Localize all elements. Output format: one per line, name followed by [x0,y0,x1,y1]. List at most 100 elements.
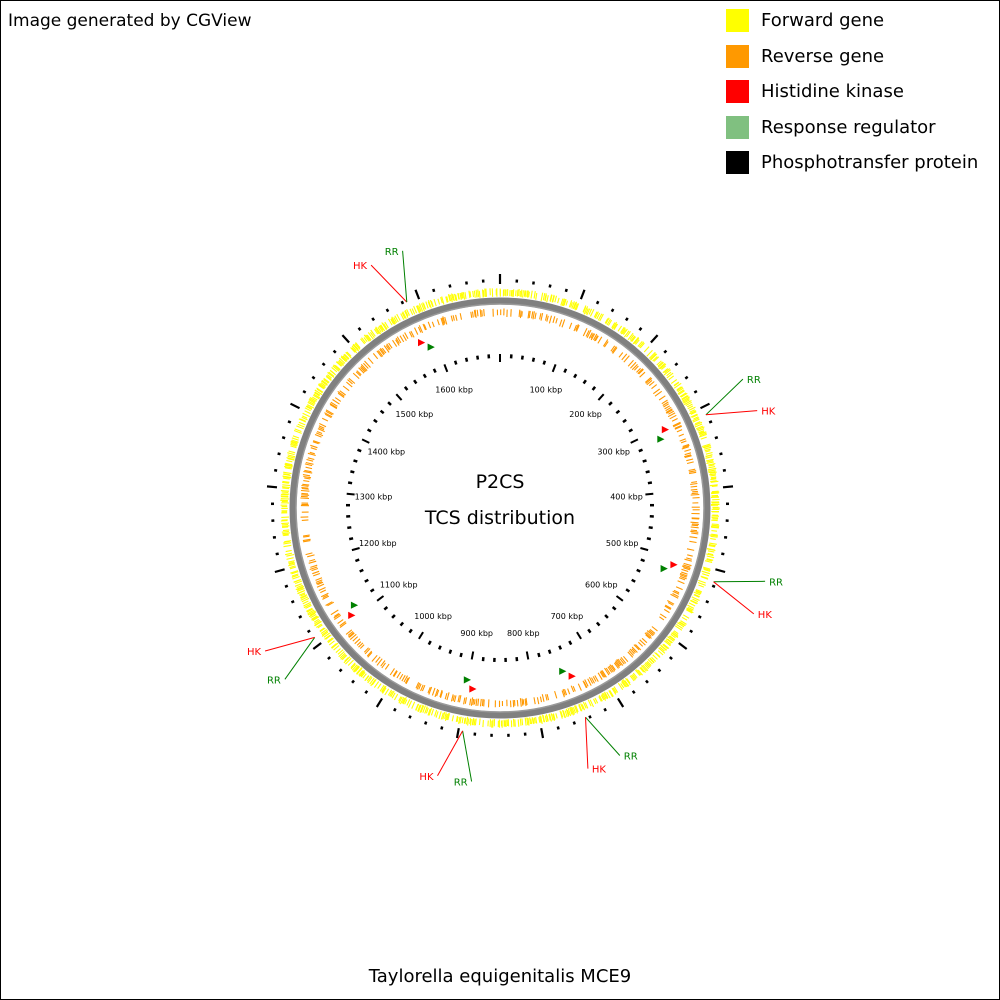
inner-tick [408,628,413,634]
forward-gene [694,421,701,425]
reverse-gene [405,676,411,685]
forward-gene [452,293,455,302]
forward-gene [433,298,437,307]
forward-gene [710,474,716,477]
forward-gene [570,706,575,716]
reverse-gene [305,552,313,556]
forward-gene [646,349,653,357]
reverse-gene [366,650,373,657]
forward-gene [300,594,308,599]
reverse-gene [302,483,310,486]
inner-tick [646,537,652,541]
reverse-gene [360,365,367,372]
forward-gene [647,659,653,665]
forward-gene [288,561,295,565]
forward-gene [383,323,388,330]
forward-gene [312,396,318,401]
reverse-gene [644,632,652,639]
reverse-gene [301,494,310,496]
forward-gene [346,351,352,357]
forward-gene [320,382,326,387]
reverse-gene [364,648,371,655]
reverse-gene [309,558,316,562]
reverse-gene [691,524,699,527]
inner-tick [361,438,370,444]
forward-gene [393,693,399,701]
outer-tick [321,362,326,367]
forward-gene [282,475,292,478]
outer-tick [424,721,428,725]
hk-callout-label: HK [353,261,368,272]
forward-gene [379,684,385,692]
reverse-gene [481,698,484,707]
reverse-gene [665,408,673,413]
forward-gene [562,710,567,718]
forward-gene [683,614,690,619]
rr-callout-label: RR [454,778,468,789]
forward-gene [587,699,592,707]
reverse-gene [683,562,692,567]
reverse-gene [627,651,634,658]
forward-gene [559,710,563,719]
reverse-gene [646,631,652,637]
tcs-callouts: HK RR RR HK RR HK RR HK RR HK RR HK [247,247,783,789]
outer-tick [414,289,421,300]
forward-gene [398,696,403,704]
reverse-gene [684,455,692,459]
reverse-gene [303,480,310,483]
inner-tick [615,595,624,602]
forward-gene [284,540,292,543]
reverse-gene [621,353,628,361]
forward-gene [469,291,472,298]
inner-tick [563,368,568,374]
forward-gene [283,534,289,537]
reverse-gene [442,316,446,324]
forward-gene [643,346,650,353]
forward-gene [336,361,343,367]
reverse-gene [404,677,409,684]
forward-gene [564,710,568,718]
forward-gene [514,719,516,727]
inner-tick [537,652,541,658]
reverse-gene [483,699,485,707]
forward-gene [542,292,546,301]
forward-gene [555,713,558,719]
forward-gene [282,486,290,489]
forward-gene [604,318,609,324]
reverse-gene [561,319,566,328]
forward-gene [585,308,589,315]
forward-gene [706,460,714,463]
forward-gene [589,308,595,317]
reverse-gene [431,321,435,328]
forward-gene [306,405,313,410]
forward-gene [429,299,434,307]
reverse-gene [541,694,545,702]
forward-gene [540,715,543,725]
reverse-gene [645,377,653,384]
forward-gene [407,700,413,708]
reverse-gene [439,689,443,698]
forward-gene [366,675,372,682]
outer-tick [284,584,289,588]
reverse-gene [651,384,658,390]
inner-tick [432,368,437,374]
tick-label: 1200 kbp [359,539,397,548]
forward-gene [338,359,345,365]
forward-gene [309,611,317,616]
forward-gene [620,326,625,334]
forward-gene [663,369,671,376]
forward-gene [327,371,335,378]
forward-gene [711,526,719,529]
forward-gene [285,462,293,466]
forward-gene [321,630,329,636]
forward-gene [711,523,719,526]
reverse-gene [575,324,580,332]
inner-tick [630,438,639,444]
outer-tick [697,615,702,619]
forward-gene [692,417,700,422]
forward-gene [377,326,382,333]
forward-gene [404,699,408,705]
forward-gene [425,301,429,309]
reverse-gene [339,621,346,627]
forward-gene [455,294,458,302]
